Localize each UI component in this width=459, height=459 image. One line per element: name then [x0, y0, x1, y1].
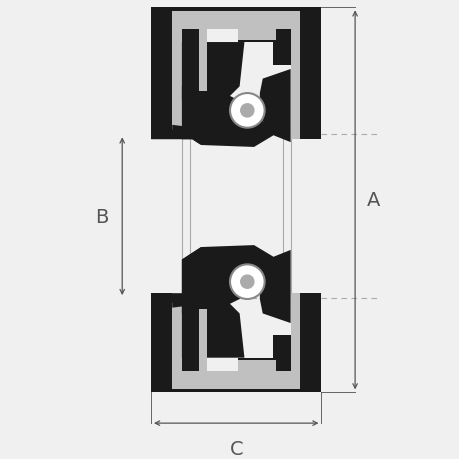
Polygon shape — [237, 29, 290, 66]
Polygon shape — [199, 309, 207, 371]
Polygon shape — [237, 29, 275, 41]
Text: C: C — [229, 439, 242, 458]
Circle shape — [240, 275, 253, 289]
Polygon shape — [172, 294, 181, 371]
Polygon shape — [300, 294, 321, 371]
Polygon shape — [172, 11, 300, 29]
Polygon shape — [151, 294, 172, 371]
Circle shape — [230, 265, 264, 299]
Polygon shape — [237, 335, 290, 371]
Circle shape — [240, 105, 253, 118]
Polygon shape — [172, 371, 300, 389]
Polygon shape — [172, 29, 181, 140]
Polygon shape — [181, 246, 273, 314]
Polygon shape — [151, 371, 321, 392]
Polygon shape — [181, 87, 273, 148]
Text: B: B — [95, 207, 108, 226]
Polygon shape — [300, 29, 321, 140]
Polygon shape — [151, 29, 172, 140]
Polygon shape — [181, 29, 199, 140]
Polygon shape — [290, 294, 300, 371]
Polygon shape — [181, 295, 244, 358]
Polygon shape — [290, 29, 300, 140]
Polygon shape — [181, 133, 201, 146]
Polygon shape — [259, 70, 290, 143]
Polygon shape — [259, 250, 290, 323]
Text: A: A — [366, 191, 379, 210]
Polygon shape — [151, 294, 210, 308]
Polygon shape — [181, 43, 244, 106]
Polygon shape — [151, 125, 210, 140]
Polygon shape — [237, 360, 275, 371]
Polygon shape — [181, 294, 199, 371]
Polygon shape — [199, 29, 207, 92]
Circle shape — [230, 94, 264, 129]
Polygon shape — [151, 8, 321, 29]
Polygon shape — [181, 247, 201, 294]
